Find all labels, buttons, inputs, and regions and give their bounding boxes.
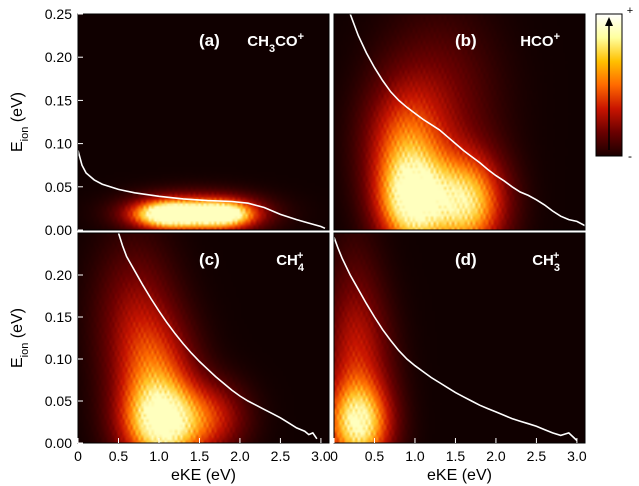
y-tick-label: 0.15 <box>45 92 72 108</box>
profile-line <box>334 236 578 442</box>
x-axis-label: eKE (eV) <box>171 467 236 484</box>
y-tick-label: 0.00 <box>45 222 72 238</box>
heatmap-image <box>334 233 585 443</box>
colorbar-arrow-head <box>605 17 613 26</box>
y-tick-label: 0.05 <box>45 179 72 195</box>
x-tick-label: 0 <box>330 448 338 464</box>
panel-frame <box>77 13 330 231</box>
y-axis-label-subscript: ion <box>19 127 31 142</box>
panel-label: (b) <box>455 31 477 50</box>
species-label: HCO+ <box>520 31 560 50</box>
profile-line <box>78 150 326 230</box>
species-superscript: + <box>297 250 303 262</box>
species-label: CH3CO+ <box>247 31 304 55</box>
panel-frame <box>333 13 586 231</box>
y-tick-label: 0.10 <box>45 351 72 367</box>
x-tick-label: 0.5 <box>109 448 129 464</box>
y-tick-label: 0.15 <box>45 309 72 325</box>
x-tick-label: 0.5 <box>365 448 385 464</box>
y-axis-label-main: E <box>9 141 26 152</box>
species-label: CH3+ <box>532 250 560 274</box>
x-tick-label: 3.0 <box>567 448 587 464</box>
heatmap-image <box>78 14 329 230</box>
x-tick-label: 3.0 <box>311 448 331 464</box>
x-tick-label: 2.5 <box>527 448 547 464</box>
species-mid: CO <box>275 33 298 50</box>
heatmap-image <box>78 233 329 443</box>
panel-frame <box>77 232 330 444</box>
x-tick-label: 2.5 <box>271 448 291 464</box>
species-main: HCO <box>520 33 554 50</box>
colorbar-bottom-label: - <box>628 149 632 163</box>
y-axis-label: Eion (eV) <box>9 92 31 152</box>
x-tick-label: 0 <box>74 448 82 464</box>
y-tick-label: 0.00 <box>45 435 72 451</box>
colorbar: + - <box>595 5 633 163</box>
y-axis-label-unit: (eV) <box>9 308 26 343</box>
species-label: CH4+ <box>276 250 305 274</box>
heatmap-image <box>334 14 585 230</box>
x-tick-label: 2.0 <box>486 448 506 464</box>
x-tick-label: 1.0 <box>149 448 169 464</box>
species-subscript: 3 <box>269 43 275 55</box>
profile-line <box>117 233 318 440</box>
x-tick-label: 2.0 <box>230 448 250 464</box>
x-tick-label: 1.0 <box>405 448 425 464</box>
species-subscript: 3 <box>554 262 560 274</box>
panel-b: (b) HCO+ <box>333 13 586 231</box>
profile-line <box>349 14 585 227</box>
panel-label: (c) <box>199 250 220 269</box>
species-main: CH <box>532 252 554 269</box>
species-superscript: + <box>553 250 559 262</box>
species-superscript: + <box>554 31 560 43</box>
x-axis-label: eKE (eV) <box>427 467 492 484</box>
y-tick-label: 0.25 <box>45 6 72 22</box>
panel-label: (a) <box>199 31 220 50</box>
y-axis-label-main: E <box>9 357 26 368</box>
species-superscript: + <box>298 31 304 43</box>
y-axis-label-subscript: ion <box>19 343 31 358</box>
panel-frame <box>333 232 586 444</box>
species-main: CH <box>247 33 269 50</box>
y-axis-label-unit: (eV) <box>9 92 26 127</box>
y-axis-label: Eion (eV) <box>9 308 31 368</box>
y-tick-label: 0.05 <box>45 393 72 409</box>
y-tick-label: 0.20 <box>45 49 72 65</box>
y-tick-label: 0.20 <box>45 267 72 283</box>
y-tick-label: 0.10 <box>45 136 72 152</box>
species-subscript: 4 <box>298 262 305 274</box>
x-tick-label: 1.5 <box>446 448 466 464</box>
species-main: CH <box>276 252 298 269</box>
x-tick-label: 1.5 <box>190 448 210 464</box>
colorbar-top-label: + <box>627 5 633 17</box>
panel-label: (d) <box>455 250 477 269</box>
